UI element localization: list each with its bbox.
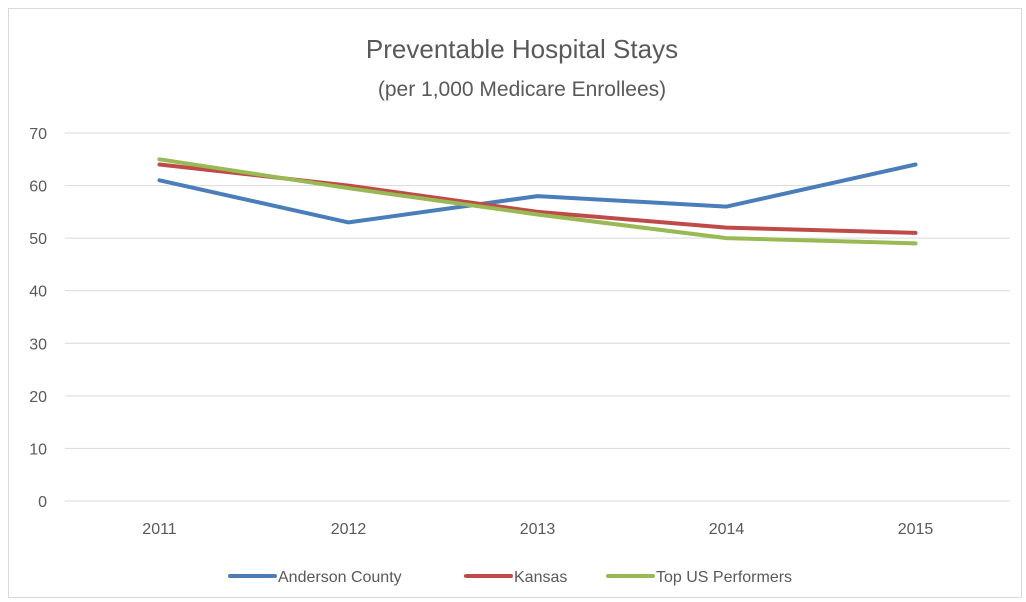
y-axis-ticks: 0 10 20 30 40 50 60 70 xyxy=(29,126,47,511)
x-tick-label: 2012 xyxy=(331,521,367,538)
series-line-0 xyxy=(157,162,918,225)
y-tick-label: 0 xyxy=(38,494,47,511)
y-tick-label: 60 xyxy=(29,179,47,196)
series-line-2 xyxy=(157,157,918,246)
x-tick-label: 2011 xyxy=(142,521,177,538)
chart-subtitle: (per 1,000 Medicare Enrollees) xyxy=(378,78,666,101)
y-tick-label: 30 xyxy=(29,336,47,353)
y-tick-label: 70 xyxy=(29,126,47,143)
x-tick-label: 2015 xyxy=(898,521,934,538)
x-axis-ticks: 2011 2012 2013 2014 2015 xyxy=(142,521,933,538)
legend-label: Anderson County xyxy=(278,569,402,586)
chart-title: Preventable Hospital Stays xyxy=(366,34,678,64)
legend-label: Kansas xyxy=(514,569,567,586)
y-tick-label: 10 xyxy=(29,441,47,458)
y-tick-label: 40 xyxy=(29,284,47,301)
x-tick-label: 2013 xyxy=(520,521,556,538)
x-tick-label: 2014 xyxy=(709,521,745,538)
y-tick-label: 50 xyxy=(29,231,47,248)
y-tick-label: 20 xyxy=(29,389,47,406)
series-lines xyxy=(157,157,918,246)
chart-frame xyxy=(8,8,1022,598)
legend-label: Top US Performers xyxy=(656,569,792,586)
legend: Anderson County Kansas Top US Performers xyxy=(228,569,792,586)
gridlines xyxy=(65,132,1010,502)
